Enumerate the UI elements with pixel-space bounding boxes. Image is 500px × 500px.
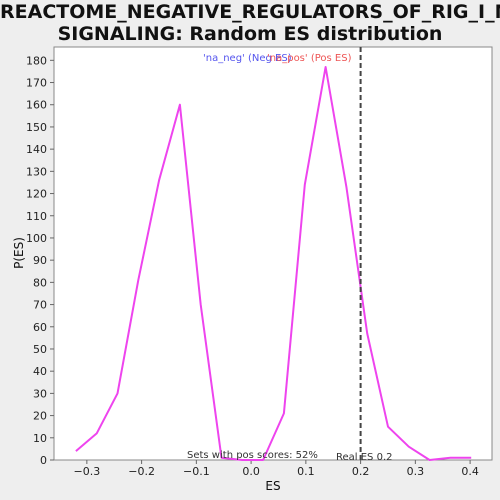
y-tick-label: 30	[33, 387, 47, 400]
x-tick-label: −0.1	[183, 465, 210, 478]
y-tick-label: 0	[40, 454, 47, 467]
chart-title-line-2: SIGNALING: Random ES distribution	[57, 23, 443, 45]
x-axis: −0.3 −0.2 −0.1 0.0 0.1 0.2 0.3 0.4	[73, 460, 479, 478]
x-tick-label: 0.2	[352, 465, 370, 478]
plot-area	[53, 46, 493, 461]
y-tick-label: 150	[26, 121, 47, 134]
y-tick-label: 50	[33, 343, 47, 356]
series-line	[75, 66, 472, 461]
y-tick-label: 140	[26, 143, 47, 156]
legend-neg-label: 'na_neg' (Neg ES)	[203, 53, 292, 64]
legend-pos-label: 'na_pos' (Pos ES)	[267, 53, 352, 64]
y-tick-label: 170	[26, 77, 47, 90]
y-tick-label: 70	[33, 299, 47, 312]
real-es-annotation: Real ES 0.2	[336, 452, 392, 463]
x-tick-label: −0.3	[73, 465, 100, 478]
y-tick-label: 90	[33, 254, 47, 267]
series-group	[75, 66, 472, 461]
y-tick-label: 110	[26, 210, 47, 223]
pos-scores-annotation: Sets with pos scores: 52%	[187, 450, 318, 461]
chart-title-line-1: REACTOME_NEGATIVE_REGULATORS_OF_RIG_I_MD…	[0, 1, 500, 23]
y-tick-label: 60	[33, 321, 47, 334]
y-tick-label: 80	[33, 276, 47, 289]
y-tick-label: 180	[26, 54, 47, 67]
x-tick-label: −0.2	[128, 465, 155, 478]
x-tick-label: 0.4	[461, 465, 479, 478]
y-tick-label: 120	[26, 188, 47, 201]
y-tick-label: 20	[33, 410, 47, 423]
y-axis-label: P(ES)	[12, 237, 26, 269]
y-tick-label: 10	[33, 432, 47, 445]
y-axis: 0 10 20 30 40 50 60 70 80 90 100 110 120 130 140 150 160…	[26, 54, 54, 467]
y-tick-label: 130	[26, 165, 47, 178]
x-tick-label: 0.0	[242, 465, 260, 478]
y-tick-label: 160	[26, 99, 47, 112]
x-axis-label: ES	[265, 479, 280, 493]
x-tick-label: 0.3	[407, 465, 425, 478]
y-tick-label: 100	[26, 232, 47, 245]
y-tick-label: 40	[33, 365, 47, 378]
x-tick-label: 0.1	[297, 465, 315, 478]
